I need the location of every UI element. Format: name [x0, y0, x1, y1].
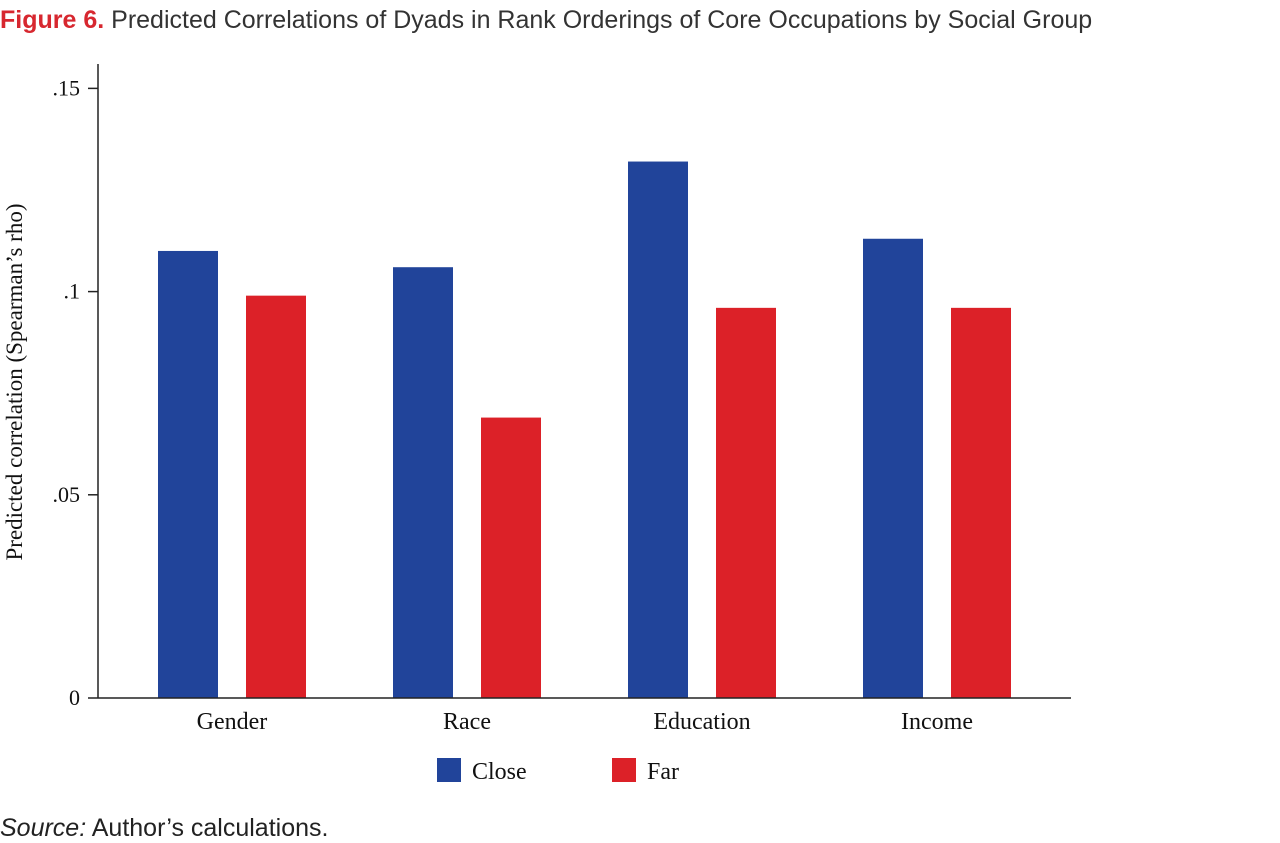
legend-swatch-far: [612, 758, 636, 782]
source-label: Source:: [0, 814, 87, 842]
y-ticks-group: 0 .05 .1 .15: [53, 75, 98, 710]
legend: Close Far: [437, 758, 679, 785]
bar-income-far: [951, 307, 1011, 698]
figure-title: Figure 6. Predicted Correlations of Dyad…: [0, 6, 1280, 35]
legend-label-close: Close: [472, 759, 527, 785]
bar-gender-close: [158, 250, 218, 698]
y-tick-label: .1: [64, 279, 81, 304]
figure-title-text: Predicted Correlations of Dyads in Rank …: [111, 6, 1093, 34]
bar-race-close: [393, 267, 453, 698]
bar-gender-far: [246, 295, 306, 698]
legend-swatch-close: [437, 758, 461, 782]
y-axis-title: Predicted correlation (Spearman’s rho): [2, 203, 27, 560]
y-tick-label: 0: [69, 685, 80, 710]
legend-label-far: Far: [647, 759, 679, 785]
bars-group: [158, 161, 1011, 699]
bar-income-close: [863, 238, 923, 698]
bar-race-far: [481, 417, 541, 698]
x-category-label: Race: [443, 709, 491, 735]
x-category-label: Income: [901, 709, 973, 735]
x-labels-group: Gender Race Education Income: [197, 709, 973, 735]
figure-label: Figure 6.: [0, 6, 105, 34]
source-note: Source: Author’s calculations.: [0, 814, 328, 843]
source-text: Author’s calculations.: [91, 814, 329, 842]
x-category-label: Gender: [197, 709, 268, 735]
y-tick-label: .15: [53, 75, 81, 100]
x-category-label: Education: [653, 709, 750, 735]
bar-education-close: [628, 161, 688, 699]
y-tick-label: .05: [53, 482, 81, 507]
bar-education-far: [716, 307, 776, 698]
